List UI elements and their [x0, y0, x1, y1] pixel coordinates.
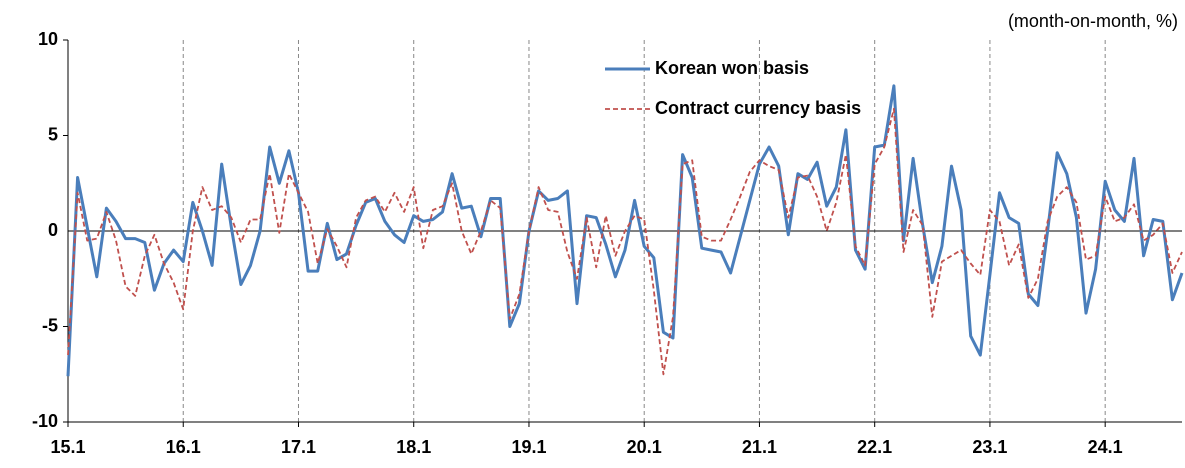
- x-tick-label: 24.1: [1088, 437, 1123, 457]
- series-line: [67, 107, 1183, 376]
- y-tick-label: 10: [38, 29, 58, 49]
- series-line: [66, 84, 1184, 377]
- x-tick-label: 21.1: [742, 437, 777, 457]
- legend-label: Korean won basis: [655, 58, 809, 78]
- legend-label: Contract currency basis: [655, 98, 861, 118]
- x-tick-label: 22.1: [857, 437, 892, 457]
- y-tick-label: 5: [48, 124, 58, 144]
- x-tick-label: 16.1: [166, 437, 201, 457]
- y-tick-label: -10: [32, 411, 58, 431]
- x-tick-label: 23.1: [972, 437, 1007, 457]
- unit-label: (month-on-month, %): [1008, 11, 1178, 31]
- x-tick-label: 19.1: [511, 437, 546, 457]
- x-tick-label: 20.1: [627, 437, 662, 457]
- x-tick-label: 17.1: [281, 437, 316, 457]
- y-tick-label: -5: [42, 315, 58, 335]
- y-tick-label: 0: [48, 220, 58, 240]
- x-tick-label: 18.1: [396, 437, 431, 457]
- x-tick-label: 15.1: [50, 437, 85, 457]
